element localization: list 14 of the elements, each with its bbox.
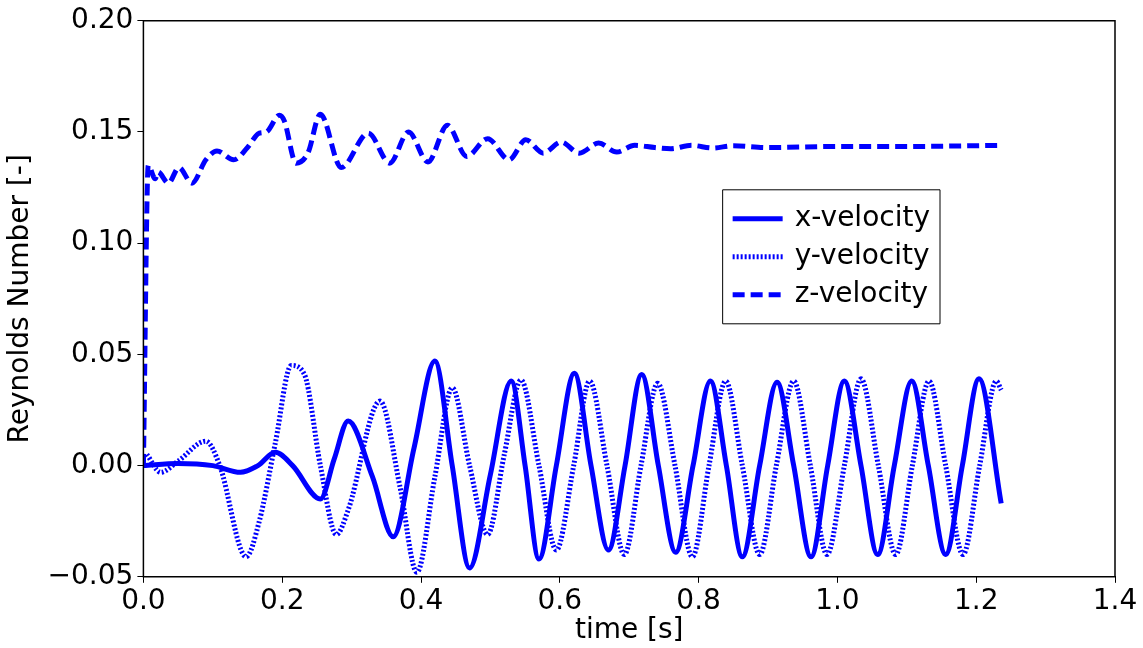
y-axis-title: Reynolds Number [-] bbox=[2, 154, 36, 444]
y-tick-label: 0.00 bbox=[71, 446, 134, 480]
x-tick-label: 0.2 bbox=[259, 582, 305, 616]
x-tick-label: 1.4 bbox=[1092, 582, 1138, 616]
y-tick-label: 0.20 bbox=[71, 2, 134, 36]
legend-label: z-velocity bbox=[794, 276, 929, 310]
y-tick-label: 0.10 bbox=[71, 224, 134, 258]
legend-label: y-velocity bbox=[794, 238, 930, 272]
y-tick-label: 0.15 bbox=[71, 113, 134, 147]
legend-label: x-velocity bbox=[794, 200, 931, 234]
y-tick-label: 0.05 bbox=[71, 335, 134, 369]
x-tick-label: 1.0 bbox=[815, 582, 860, 616]
x-tick-label: 0.4 bbox=[398, 582, 444, 616]
x-tick-label: 1.2 bbox=[953, 582, 999, 616]
